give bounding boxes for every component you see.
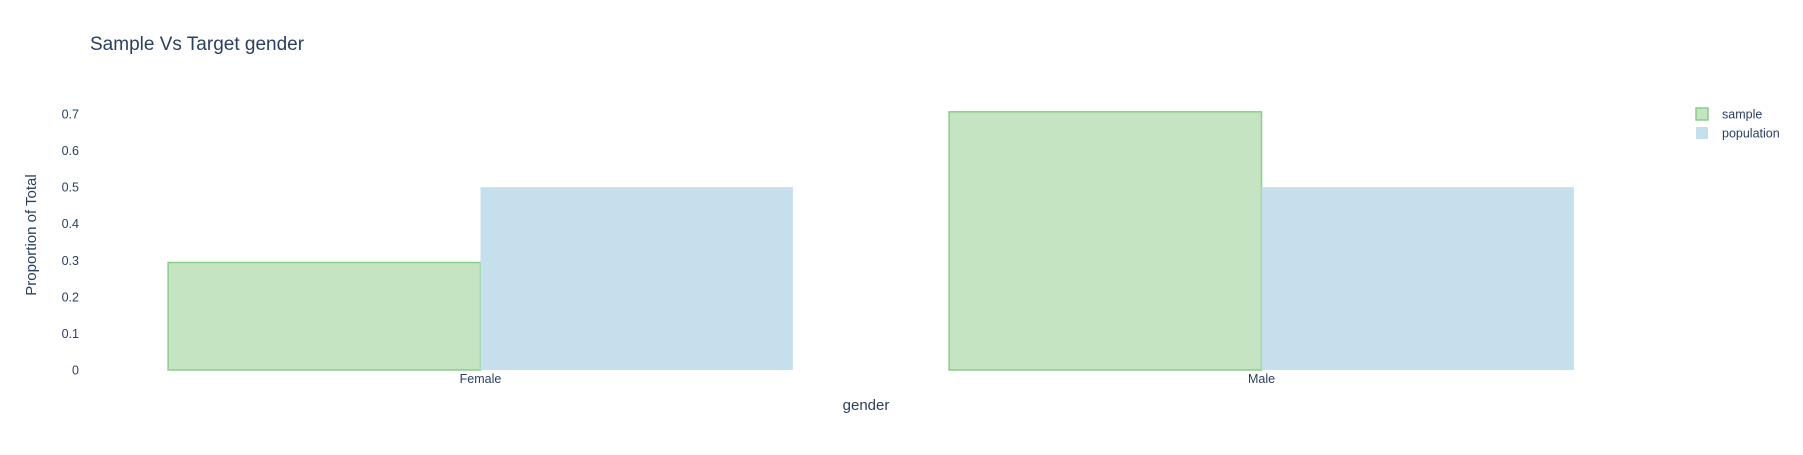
x-tick-label-male: Male <box>1248 372 1275 386</box>
legend-swatch-population[interactable] <box>1696 127 1708 139</box>
bars-group <box>167 111 1574 371</box>
y-tick-label: 0.1 <box>62 327 79 341</box>
legend-label-sample[interactable]: sample <box>1722 108 1762 122</box>
bar-population-female[interactable] <box>480 187 793 370</box>
bar-sample-male[interactable] <box>948 111 1263 371</box>
y-axis-title: Proportion of Total <box>23 174 40 295</box>
x-tick-label-female: Female <box>460 372 502 386</box>
legend-label-population[interactable]: population <box>1722 127 1780 141</box>
chart-title: Sample Vs Target gender <box>90 34 305 55</box>
y-tick-label: 0.3 <box>62 254 79 268</box>
legend-swatch-sample[interactable] <box>1695 107 1709 121</box>
y-tick-label: 0.2 <box>62 290 79 304</box>
y-tick-label: 0.5 <box>62 181 79 195</box>
bar-sample-female[interactable] <box>167 261 482 371</box>
y-axis-ticks: 0 0.1 0.2 0.3 0.4 0.5 0.6 0.7 <box>62 108 79 378</box>
y-tick-label: 0.6 <box>62 144 79 158</box>
bar-population-male[interactable] <box>1261 187 1574 370</box>
y-tick-label: 0.7 <box>62 108 79 122</box>
legend[interactable]: sample population <box>1695 107 1780 141</box>
x-axis-title: gender <box>843 397 890 414</box>
y-tick-label: 0.4 <box>62 217 79 231</box>
x-axis-ticks: Female Male <box>460 372 1275 386</box>
y-tick-label: 0 <box>72 364 79 378</box>
